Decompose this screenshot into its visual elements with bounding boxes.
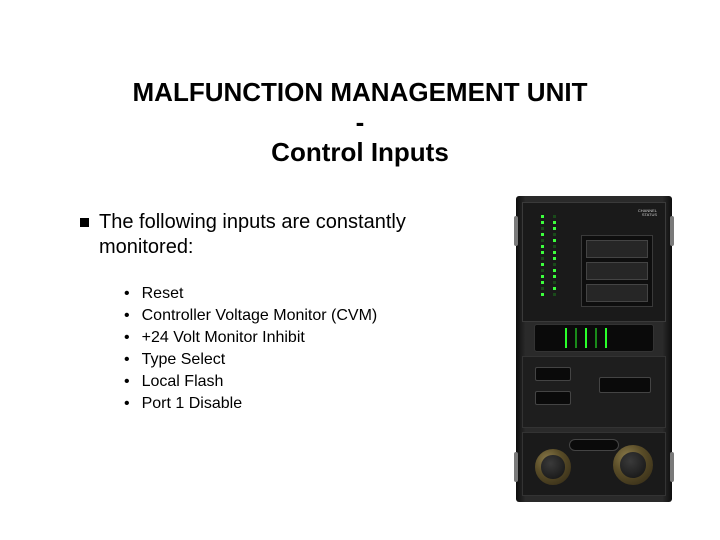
list-item-text: Type Select bbox=[142, 350, 226, 370]
display-module bbox=[581, 235, 653, 307]
dot-bullet-icon: • bbox=[124, 394, 130, 413]
wire-harness bbox=[534, 324, 654, 352]
list-item: • Local Flash bbox=[124, 372, 464, 392]
dot-bullet-icon: • bbox=[124, 372, 130, 391]
wire bbox=[565, 328, 567, 348]
mounting-strap bbox=[514, 452, 518, 482]
list-item: • Port 1 Disable bbox=[124, 394, 464, 414]
title-line-2: - bbox=[80, 108, 640, 138]
mounting-strap bbox=[514, 216, 518, 246]
sub-bullet-list: • Reset • Controller Voltage Monitor (CV… bbox=[124, 284, 464, 416]
led-column bbox=[553, 215, 556, 299]
intro-text: The following inputs are constantly moni… bbox=[99, 210, 460, 260]
dot-bullet-icon: • bbox=[124, 328, 130, 347]
intro-item: The following inputs are constantly moni… bbox=[80, 210, 460, 260]
mounting-strap bbox=[670, 452, 674, 482]
list-item-text: Port 1 Disable bbox=[142, 394, 243, 414]
list-item-text: +24 Volt Monitor Inhibit bbox=[142, 328, 305, 348]
slide: MALFUNCTION MANAGEMENT UNIT - Control In… bbox=[0, 0, 720, 540]
dot-bullet-icon: • bbox=[124, 284, 130, 303]
title-line-3: Control Inputs bbox=[80, 138, 640, 168]
intro-bullet: The following inputs are constantly moni… bbox=[80, 210, 460, 260]
title-line-1: MALFUNCTION MANAGEMENT UNIT bbox=[80, 78, 640, 108]
list-item-text: Reset bbox=[142, 284, 184, 304]
square-bullet-icon bbox=[80, 218, 89, 227]
list-item-text: Local Flash bbox=[142, 372, 224, 392]
wire bbox=[605, 328, 607, 348]
mounting-strap bbox=[670, 216, 674, 246]
device-mid-panel bbox=[522, 356, 666, 428]
dot-bullet-icon: • bbox=[124, 306, 130, 325]
mmu-device-graphic: CHANNEL STATUS bbox=[516, 196, 672, 502]
device-panel-label: CHANNEL STATUS bbox=[638, 209, 657, 218]
round-connector-icon bbox=[611, 443, 655, 487]
round-connector-icon bbox=[533, 447, 573, 487]
wire bbox=[585, 328, 587, 348]
device-lower-panel bbox=[522, 432, 666, 496]
wire bbox=[575, 328, 577, 348]
db-connector-icon bbox=[569, 439, 619, 451]
parallel-port-icon bbox=[599, 377, 651, 393]
wire bbox=[595, 328, 597, 348]
list-item: • Type Select bbox=[124, 350, 464, 370]
slide-title: MALFUNCTION MANAGEMENT UNIT - Control In… bbox=[80, 78, 640, 168]
dot-bullet-icon: • bbox=[124, 350, 130, 369]
serial-port-icon bbox=[535, 391, 571, 405]
list-item: • +24 Volt Monitor Inhibit bbox=[124, 328, 464, 348]
list-item: • Controller Voltage Monitor (CVM) bbox=[124, 306, 464, 326]
list-item-text: Controller Voltage Monitor (CVM) bbox=[142, 306, 378, 326]
device-top-panel: CHANNEL STATUS bbox=[522, 202, 666, 322]
led-column bbox=[541, 215, 544, 299]
serial-port-icon bbox=[535, 367, 571, 381]
list-item: • Reset bbox=[124, 284, 464, 304]
